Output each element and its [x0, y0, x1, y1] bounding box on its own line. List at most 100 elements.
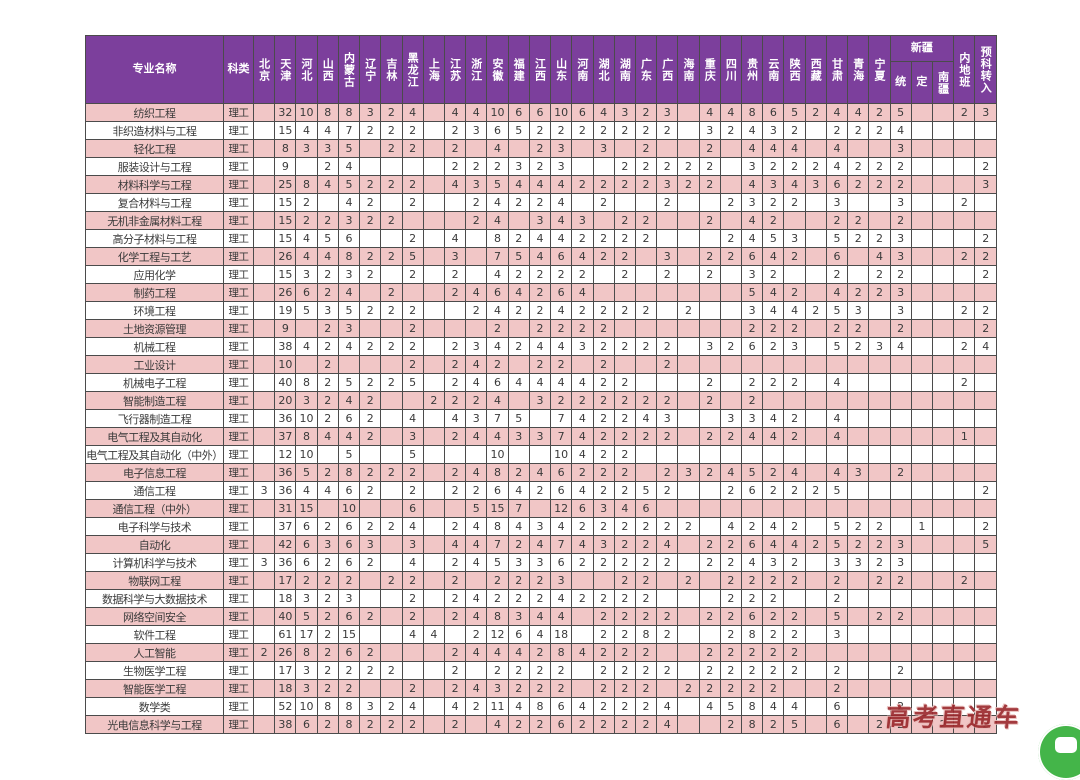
value-cell: 2 [465, 481, 488, 500]
value-cell: 5 [401, 445, 424, 464]
value-cell [910, 697, 934, 716]
value-cell [783, 679, 806, 698]
column-header-province-12: 福建 [507, 35, 530, 104]
value-cell [847, 679, 870, 698]
value-cell: 3 [762, 121, 785, 140]
table-row: 纺织工程 理工 32 10 8 8 3 2 4 4 4 10 6 6 10 6 4 3 2 3 4 4 8 6 5 2 4 4 2 5 2 3 [85, 103, 997, 122]
table-row: 材料科学与工程 理工 25 8 4 5 2 2 2 4 3 5 4 4 4 2 2 2 2 3 2 2 4 3 4 3 6 2 2 2 3 [85, 175, 997, 194]
value-cell: 2 [719, 607, 743, 626]
value-cell: 2 [762, 571, 785, 590]
column-header-province-3: 山西 [316, 35, 339, 104]
category-cell: 理工 [223, 463, 254, 482]
table-row: 飞行器制造工程 理工 36 10 2 6 2 4 4 3 7 5 7 4 2 2 4 3 3 3 4 2 4 [85, 409, 997, 428]
value-cell [974, 139, 997, 158]
value-cell [931, 391, 955, 410]
value-cell [677, 409, 700, 428]
value-cell: 2 [974, 229, 997, 248]
value-cell: 6 [486, 121, 509, 140]
value-cell: 2 [507, 715, 530, 734]
value-cell: 2 [592, 121, 615, 140]
value-cell: 3 [528, 553, 552, 572]
value-cell [974, 193, 997, 212]
value-cell: 4 [783, 139, 806, 158]
value-cell [422, 427, 445, 446]
value-cell [847, 697, 870, 716]
value-cell: 3 [804, 175, 827, 194]
value-cell [931, 643, 955, 662]
value-cell: 2 [613, 661, 636, 680]
value-cell [465, 319, 488, 338]
column-header-province-15: 河南 [571, 35, 594, 104]
major-name-cell: 非织造材料与工程 [85, 121, 224, 140]
value-cell: 8 [316, 103, 339, 122]
table-row: 轻化工程 理工 8 3 3 5 2 2 2 4 2 3 3 2 2 4 4 4 4 3 [85, 139, 997, 158]
value-cell [741, 499, 764, 518]
value-cell [974, 427, 997, 446]
value-cell: 2 [528, 283, 552, 302]
value-cell: 2 [783, 157, 806, 176]
column-header-province-5: 辽宁 [359, 35, 382, 104]
value-cell [719, 283, 743, 302]
value-cell: 2 [868, 121, 891, 140]
value-cell [401, 661, 424, 680]
value-cell: 4 [762, 139, 785, 158]
value-cell: 10 [550, 103, 573, 122]
value-cell [953, 265, 976, 284]
value-cell [571, 679, 594, 698]
value-cell: 2 [359, 517, 382, 536]
value-cell: 6 [486, 481, 509, 500]
column-header-province-28: 青海 [847, 35, 870, 104]
value-cell [931, 355, 955, 374]
value-cell: 2 [783, 643, 806, 662]
value-cell: 4 [486, 139, 509, 158]
value-cell [359, 355, 382, 374]
value-cell [868, 445, 891, 464]
value-cell: 2 [592, 661, 615, 680]
value-cell [719, 211, 743, 230]
value-cell: 4 [719, 463, 743, 482]
value-cell: 2 [380, 463, 403, 482]
value-cell: 2 [698, 247, 721, 266]
value-cell: 36 [274, 463, 297, 482]
value-cell: 2 [825, 571, 849, 590]
value-cell [804, 571, 827, 590]
value-cell: 2 [380, 247, 403, 266]
value-cell: 3 [656, 103, 679, 122]
value-cell: 7 [486, 247, 509, 266]
value-cell: 2 [443, 391, 467, 410]
value-cell: 10 [274, 355, 297, 374]
value-cell: 6 [337, 607, 361, 626]
category-cell: 理工 [223, 229, 254, 248]
value-cell [974, 373, 997, 392]
value-cell: 2 [783, 481, 806, 500]
value-cell: 5 [486, 175, 509, 194]
value-cell: 2 [528, 715, 552, 734]
value-cell: 3 [889, 139, 912, 158]
value-cell: 2 [868, 103, 891, 122]
value-cell: 4 [486, 391, 509, 410]
value-cell: 2 [443, 679, 467, 698]
value-cell: 2 [613, 337, 636, 356]
value-cell: 2 [592, 319, 615, 338]
floating-logo-button[interactable] [1038, 724, 1080, 780]
value-cell: 2 [359, 391, 382, 410]
value-cell: 6 [825, 175, 849, 194]
table-row: 计算机科学与技术 理工 3 36 6 2 6 2 4 2 4 5 3 3 6 2 2 2 2 2 2 2 4 3 2 3 3 2 3 [85, 553, 997, 572]
value-cell: 2 [486, 589, 509, 608]
value-cell: 2 [613, 247, 636, 266]
value-cell: 2 [592, 445, 615, 464]
value-cell: 2 [762, 373, 785, 392]
value-cell [931, 553, 955, 572]
value-cell [252, 229, 276, 248]
value-cell: 2 [528, 661, 552, 680]
value-cell: 8 [337, 697, 361, 716]
value-cell: 2 [613, 175, 636, 194]
value-cell [677, 391, 700, 410]
value-cell: 3 [316, 535, 339, 554]
value-cell: 2 [719, 481, 743, 500]
value-cell: 2 [443, 643, 467, 662]
category-cell: 理工 [223, 661, 254, 680]
value-cell: 2 [698, 157, 721, 176]
value-cell: 15 [295, 499, 318, 518]
value-cell [931, 139, 955, 158]
